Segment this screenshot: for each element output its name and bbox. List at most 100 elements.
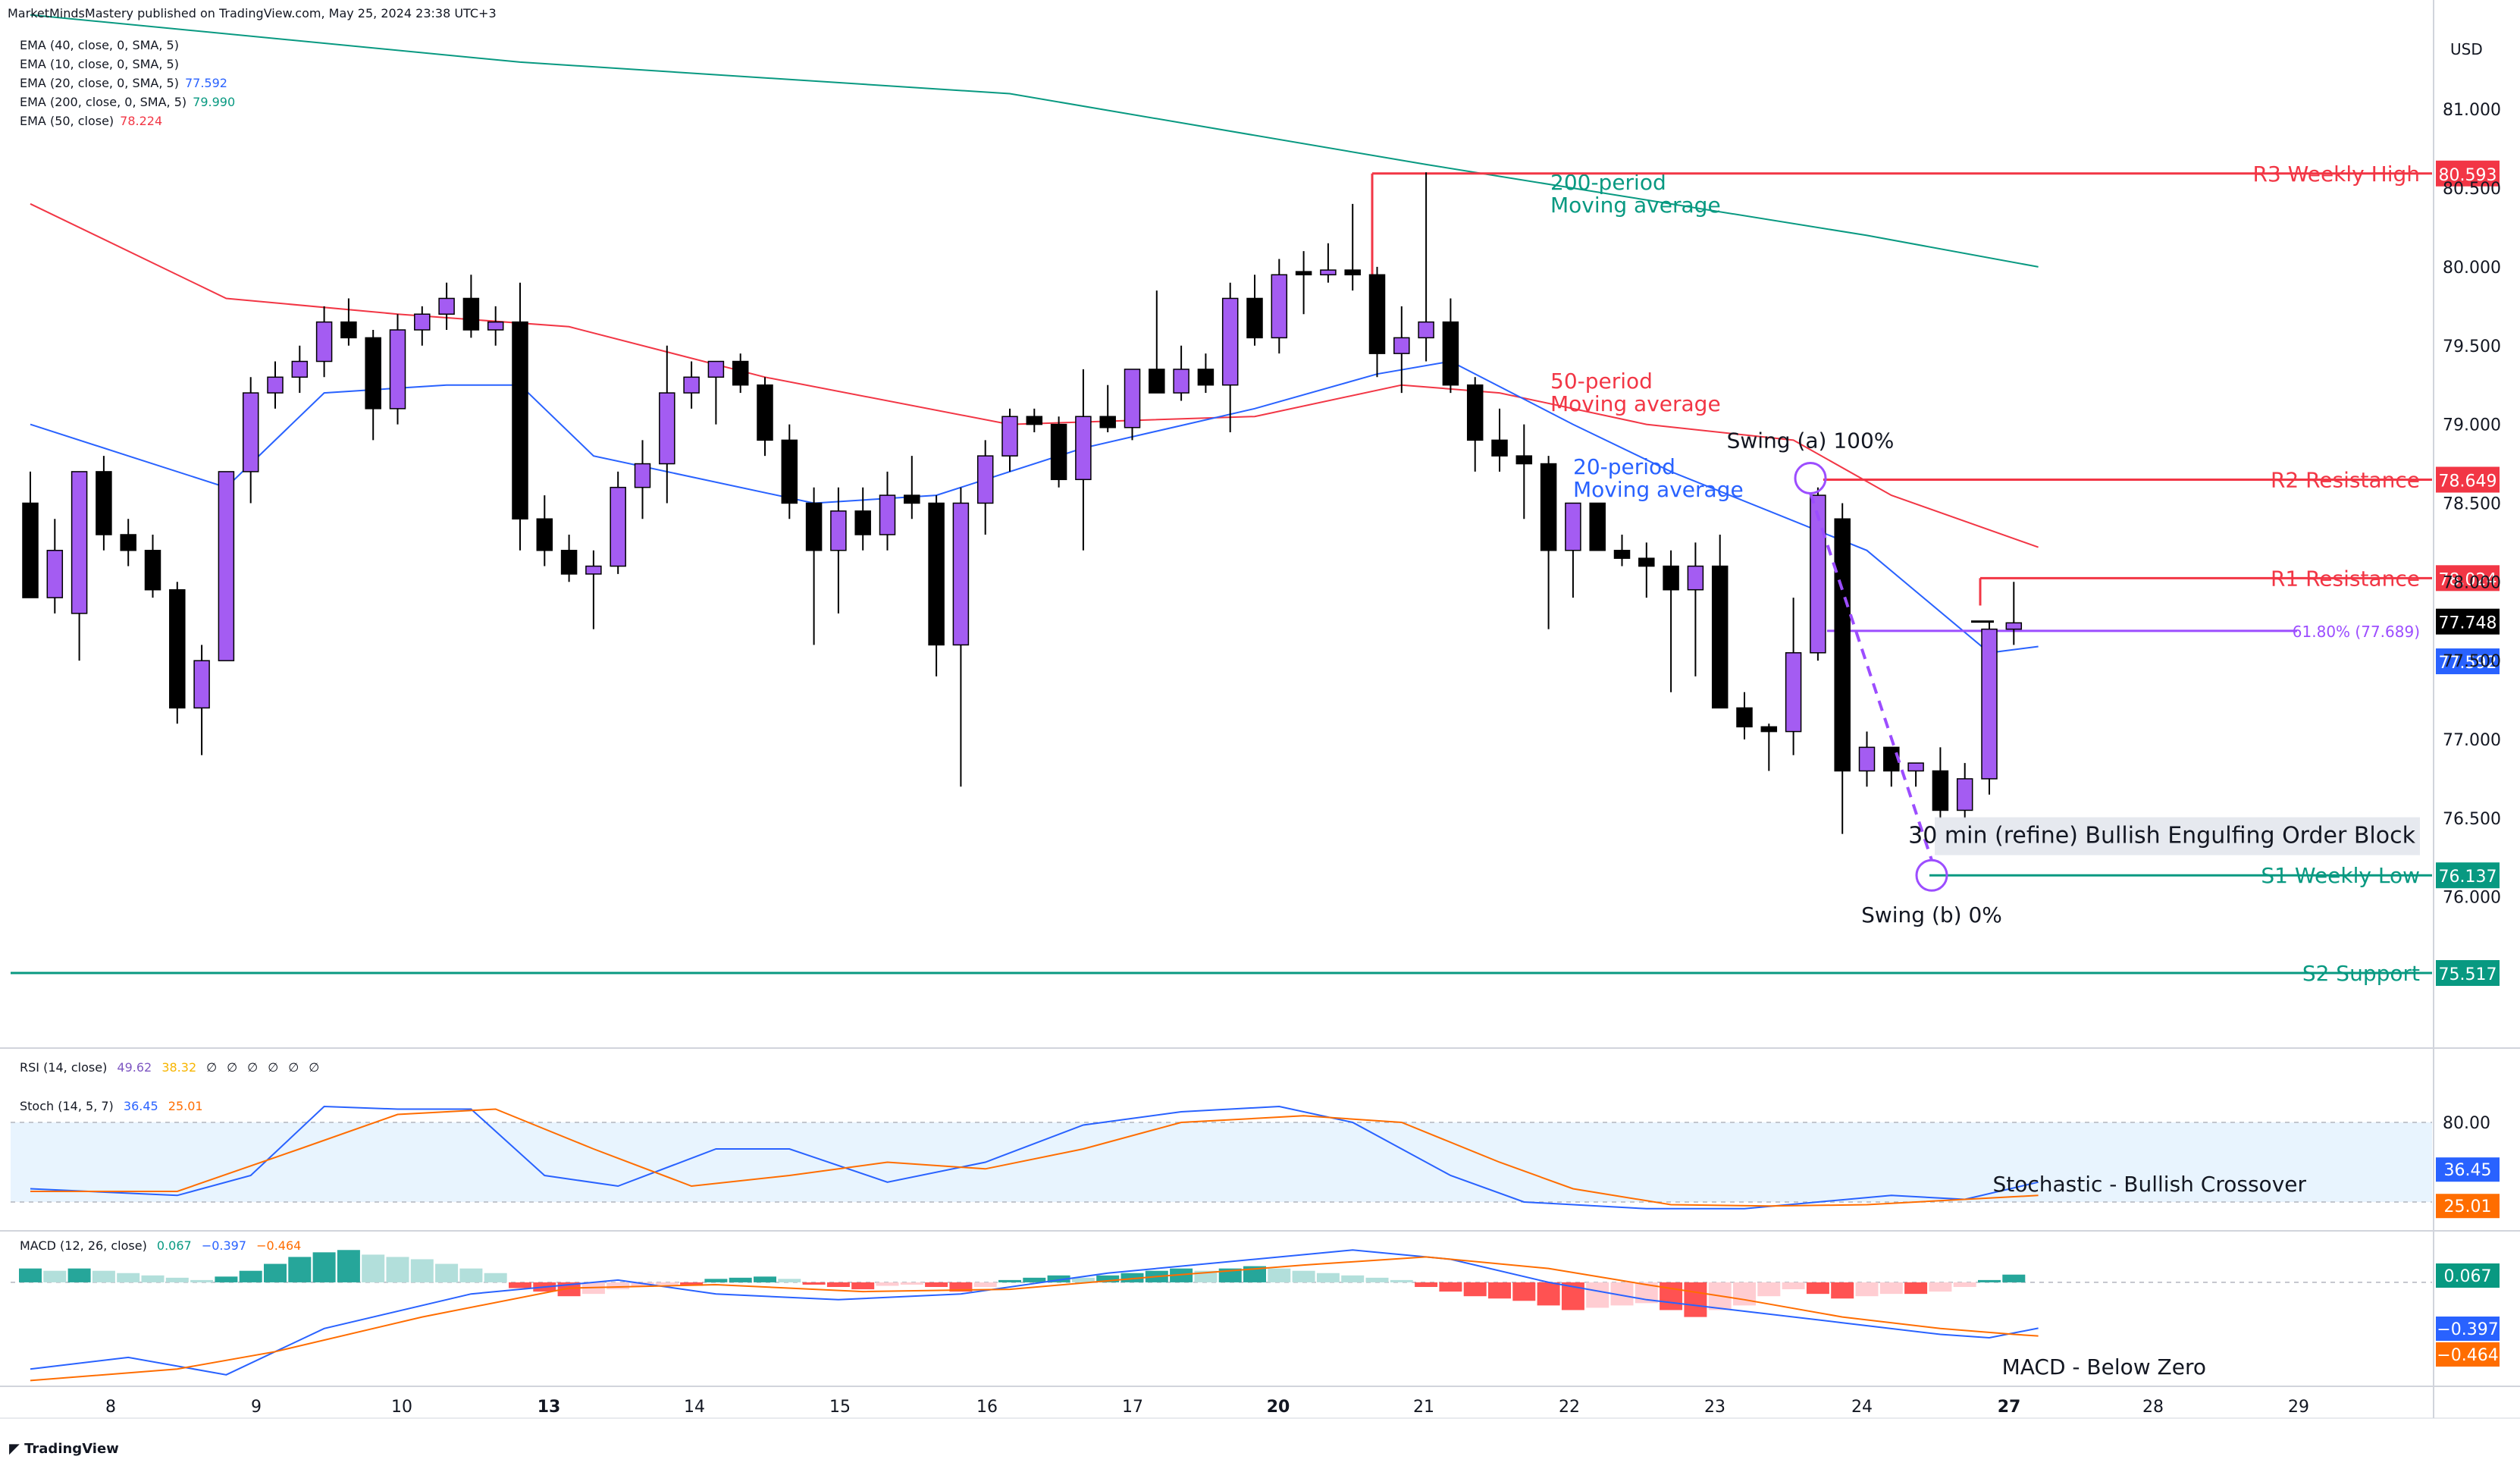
macd-hist-bar [43,1270,67,1282]
legend-ema20[interactable]: EMA (20, close, 0, SMA, 5) 77.592 [20,76,227,90]
price-tag-label: 76.137 [2439,868,2497,887]
candle-body [1149,369,1165,394]
candle-body [462,297,480,331]
macd-hist-bar [1757,1282,1781,1297]
ema20-tag-label: 77.592 [2439,654,2497,673]
stoch-band [11,1122,2432,1202]
level-label: S1 Weekly Low [2261,863,2420,888]
candle-body [22,502,39,598]
candle-body [854,510,871,535]
candle-body [1687,565,1704,591]
candle-body [512,321,528,519]
candle-body [1785,652,1802,733]
macd-hist-bar [312,1252,336,1282]
y-tick-label: 77.000 [2443,731,2501,750]
candle-body [1295,271,1312,276]
macd-hist-bar [1439,1282,1462,1292]
price-tag-label: 80.593 [2439,166,2497,185]
candle-body [1540,463,1557,551]
stoch-tag [2436,1194,2500,1219]
macd-hist-bar [973,1282,997,1288]
price-tag-label: 78.024 [2439,570,2497,589]
candle-body [1834,518,1851,772]
macd-hist-bar [1096,1275,1120,1282]
publisher-caption: MarketMindsMastery published on TradingV… [8,6,497,20]
macd-hist-bar [1586,1282,1609,1308]
x-tick-label: 22 [1559,1398,1580,1417]
macd-hist-bar [1415,1282,1438,1288]
candle-body [487,321,504,331]
legend-ema10[interactable]: EMA (10, close, 0, SMA, 5) [20,57,179,71]
levels-layer: R3 Weekly High 80.593 R2 Resistance 78.649 R… [11,160,2500,987]
candle-body [144,550,161,591]
macd-hist-bar [1390,1279,1413,1282]
swing-dashed-line [1809,492,1933,861]
rsi-legend[interactable]: RSI (14, close) 49.62 38.32 ∅ ∅ ∅ ∅ ∅ ∅ [20,1060,320,1075]
y-tick-label: 81.000 [2443,101,2501,120]
macd-hist-bar [1170,1268,1193,1282]
x-tick-label: 24 [1851,1398,1873,1417]
macd-hist-bar [484,1273,507,1282]
tv-brand-label: TradingView [24,1441,119,1457]
macd-hist-bar [1071,1277,1095,1282]
tradingview-logo[interactable]: ◤ TradingView [9,1441,119,1457]
ema20-tag [2436,648,2500,675]
macd-hist-bar [509,1282,531,1288]
macd-hist-bar [1365,1277,1389,1282]
candle-body [2005,622,2023,630]
macd-hist-bar [1953,1282,1976,1288]
x-tick-label: 28 [2142,1398,2164,1417]
candle-body [1124,369,1141,428]
swing-a-marker [1794,462,1827,495]
price-tag-label: 75.517 [2439,965,2497,984]
candle-body [1663,565,1679,591]
candle-body [1418,321,1434,339]
candle-body [904,494,920,504]
legend-ema200[interactable]: EMA (200, close, 0, SMA, 5) 79.990 [20,95,236,109]
legend-ema50[interactable]: EMA (50, close) 78.224 [20,114,163,128]
macd-hist-bar [729,1277,752,1282]
order-block-box [1935,817,2420,855]
level-label: R3 Weekly High [2253,162,2421,187]
candle-body [1271,274,1288,339]
ma-label: 20-period [1573,454,1675,479]
axes-layer: USD 81.000 80.500 80.000 79.500 79.000 78.500 7… [0,0,2520,1419]
macd-hist-bar [362,1254,385,1282]
macd-hist-bar [239,1270,262,1282]
macd-hist-bar [1023,1277,1046,1282]
candle-body [1442,321,1459,386]
level-label: R2 Resistance [2271,468,2420,493]
legend-ema40[interactable]: EMA (40, close, 0, SMA, 5) [20,38,179,52]
y-tick-label: 77.500 [2443,652,2501,671]
candle-body [1736,707,1753,728]
macd-hist-bar [851,1282,875,1290]
ma-line-2 [30,360,2039,654]
candle-body [1810,494,1826,654]
ma-line-1 [30,202,2039,548]
macd-hist-bar [704,1279,728,1282]
macd-legend[interactable]: MACD (12, 26, close) 0.067 −0.397 −0.464 [20,1238,302,1253]
macd-hist-bar [288,1257,312,1282]
macd-hist-bar [1904,1282,1928,1295]
candle-body [438,297,455,315]
candle-body [1221,297,1239,386]
candle-body [1320,269,1337,276]
candle-body [732,360,749,386]
candle-body [536,518,553,551]
stoch-legend[interactable]: Stoch (14, 5, 7) 36.45 25.01 [20,1099,203,1113]
ma-line-0 [30,14,2039,268]
x-tick-label: 29 [2288,1398,2309,1417]
macd-hist-bar [117,1273,140,1282]
macd-hist-bar [1978,1279,2001,1282]
macd-hist-bar [141,1275,165,1282]
x-tick-label: 21 [1413,1398,1434,1417]
y-tick-label: 76.500 [2443,810,2501,829]
stoch-annotation: Stochastic - Bullish Crossover [1992,1172,2306,1197]
candle-body [1393,337,1410,354]
macd-hist-bar [410,1259,434,1282]
candle-body [1099,416,1116,428]
stoch-tag-label: 36.45 [2444,1161,2492,1180]
price-tag [2436,960,2500,987]
